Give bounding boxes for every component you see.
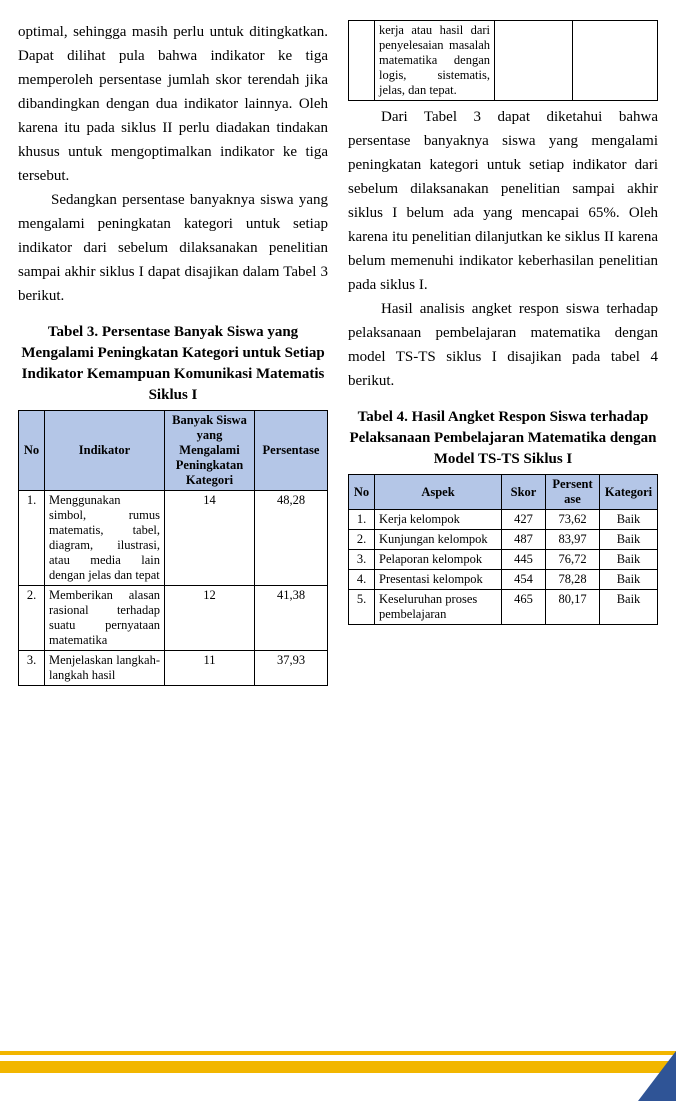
table3-header-row: No Indikator Banyak Siswa yang Mengalami… [19,411,328,491]
table-row: 3. Menjelaskan langkah-langkah hasil 11 … [19,651,328,686]
table3-h-indikator: Indikator [45,411,165,491]
table-row: kerja atau hasil dari penyelesaian masal… [349,21,658,101]
table4-h-skor: Skor [502,475,546,510]
t4-r2-persen: 76,72 [546,550,600,570]
table4-h-aspek: Aspek [375,475,502,510]
t4-r1-no: 2. [349,530,375,550]
t4-r2-kat: Baik [600,550,658,570]
cont-ind: kerja atau hasil dari penyelesaian masal… [375,21,495,101]
table-row: 4. Presentasi kelompok 454 78,28 Baik [349,570,658,590]
cont-c4 [573,21,658,101]
t4-r0-skor: 427 [502,510,546,530]
footer-corner-icon [638,1051,676,1101]
right-para-2: Hasil analisis angket respon siswa terha… [348,297,658,393]
t4-r0-aspek: Kerja kelompok [375,510,502,530]
t4-r3-no: 4. [349,570,375,590]
t4-r0-kat: Baik [600,510,658,530]
table3-r2-no: 3. [19,651,45,686]
table4-h-persen: Persent ase [546,475,600,510]
t4-r3-persen: 78,28 [546,570,600,590]
t4-r2-no: 3. [349,550,375,570]
table4-h-no: No [349,475,375,510]
table-row: 1. Menggunakan simbol, rumus matematis, … [19,491,328,586]
t4-r1-skor: 487 [502,530,546,550]
table3-r0-banyak: 14 [165,491,255,586]
page: optimal, sehingga masih perlu untuk diti… [0,0,676,1113]
t4-r2-aspek: Pelaporan kelompok [375,550,502,570]
table3-r2-ind: Menjelaskan langkah-langkah hasil [45,651,165,686]
t4-r4-persen: 80,17 [546,590,600,625]
t4-r2-skor: 445 [502,550,546,570]
table3-r2-banyak: 11 [165,651,255,686]
table4-h-kat: Kategori [600,475,658,510]
t4-r1-persen: 83,97 [546,530,600,550]
t4-r3-kat: Baik [600,570,658,590]
t4-r4-kat: Baik [600,590,658,625]
table3-h-persen: Persentase [255,411,328,491]
cont-c3 [495,21,573,101]
table3-h-banyak: Banyak Siswa yang Mengalami Peningkatan … [165,411,255,491]
t4-r0-no: 1. [349,510,375,530]
right-column: kerja atau hasil dari penyelesaian masal… [348,20,658,1113]
table4-header-row: No Aspek Skor Persent ase Kategori [349,475,658,510]
table3-continuation: kerja atau hasil dari penyelesaian masal… [348,20,658,101]
right-para-1: Dari Tabel 3 dapat diketahui bahwa perse… [348,105,658,297]
t4-r1-aspek: Kunjungan kelompok [375,530,502,550]
left-para-2: Sedangkan persentase banyaknya siswa yan… [18,188,328,308]
table3-r1-no: 2. [19,586,45,651]
table3-r0-ind: Menggunakan simbol, rumus matematis, tab… [45,491,165,586]
table3-r1-banyak: 12 [165,586,255,651]
table3: No Indikator Banyak Siswa yang Mengalami… [18,410,328,686]
table3-r2-persen: 37,93 [255,651,328,686]
table-row: 2. Kunjungan kelompok 487 83,97 Baik [349,530,658,550]
table3-r1-persen: 41,38 [255,586,328,651]
t4-r4-no: 5. [349,590,375,625]
table-row: 3. Pelaporan kelompok 445 76,72 Baik [349,550,658,570]
t4-r3-skor: 454 [502,570,546,590]
t4-r4-aspek: Keseluruhan proses pembelajaran [375,590,502,625]
t4-r4-skor: 465 [502,590,546,625]
cont-empty-no [349,21,375,101]
table3-title: Tabel 3. Persentase Banyak Siswa yang Me… [18,322,328,406]
table-row: 1. Kerja kelompok 427 73,62 Baik [349,510,658,530]
footer-decoration [0,1051,676,1085]
footer-bar-thin [0,1051,676,1055]
table4: No Aspek Skor Persent ase Kategori 1. Ke… [348,474,658,625]
table3-h-no: No [19,411,45,491]
left-column: optimal, sehingga masih perlu untuk diti… [18,20,328,1113]
table4-title: Tabel 4. Hasil Angket Respon Siswa terha… [348,407,658,470]
t4-r3-aspek: Presentasi kelompok [375,570,502,590]
footer-bar-thick [0,1061,676,1073]
left-para-1: optimal, sehingga masih perlu untuk diti… [18,20,328,188]
table-row: 2. Memberikan alasan rasional terhadap s… [19,586,328,651]
table3-r1-ind: Memberikan alasan rasional terhadap suat… [45,586,165,651]
t4-r1-kat: Baik [600,530,658,550]
table3-r0-no: 1. [19,491,45,586]
table3-r0-persen: 48,28 [255,491,328,586]
table-row: 5. Keseluruhan proses pembelajaran 465 8… [349,590,658,625]
t4-r0-persen: 73,62 [546,510,600,530]
